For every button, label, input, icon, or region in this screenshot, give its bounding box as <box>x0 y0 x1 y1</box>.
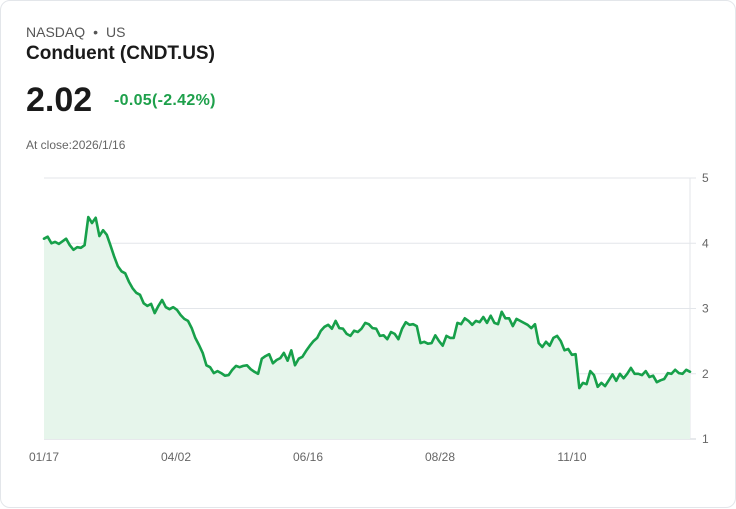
y-tick-label: 1 <box>702 432 709 446</box>
x-tick-label: 04/02 <box>161 450 191 464</box>
y-tick-label: 5 <box>702 171 709 185</box>
price-area-fill <box>44 217 690 439</box>
price-line <box>42 215 692 390</box>
price: 2.02 <box>26 81 93 119</box>
x-tick-label: 01/17 <box>29 450 59 464</box>
separator-dot: • <box>93 24 99 40</box>
price-change: -0.05(-2.42%) <box>114 92 216 109</box>
region: US <box>106 24 126 40</box>
exchange-line: NASDAQ • US <box>26 24 125 40</box>
x-tick-label: 11/10 <box>557 450 586 464</box>
x-tick-label: 08/28 <box>425 450 455 464</box>
y-tick-label: 3 <box>702 302 709 316</box>
exchange-name: NASDAQ <box>26 24 86 40</box>
y-tick-label: 4 <box>702 236 709 250</box>
x-tick-label: 06/16 <box>293 450 323 464</box>
y-tick-label: 2 <box>702 367 709 381</box>
close-date: At close:2026/1/16 <box>26 138 126 152</box>
stock-title: Conduent (CNDT.US) <box>26 43 215 64</box>
